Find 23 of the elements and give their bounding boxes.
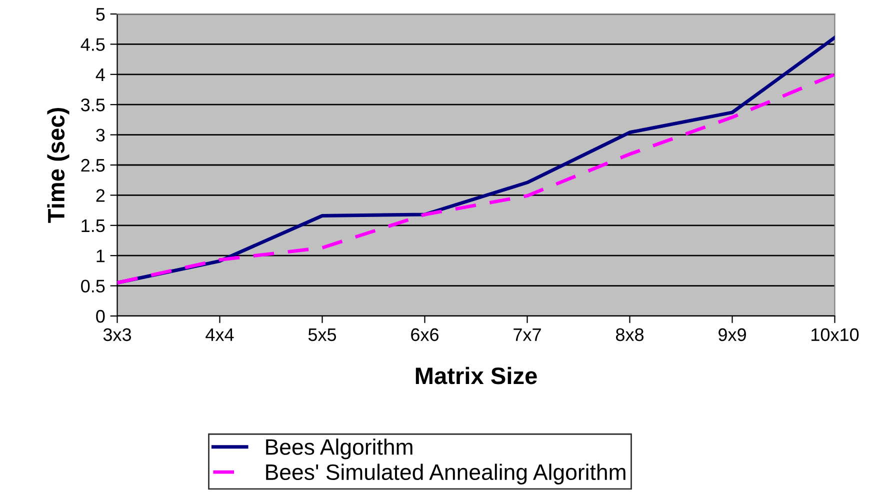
x-tick-label: 5x5: [308, 328, 336, 342]
x-tick-label: 3x3: [103, 328, 132, 342]
x-tick-label: 9x9: [718, 328, 746, 342]
x-tick-label: 6x6: [411, 328, 439, 342]
x-tick-label: 8x8: [616, 328, 644, 342]
y-tick-label: 2: [96, 189, 105, 202]
y-axis-title: Time (sec): [47, 108, 70, 223]
legend-label: Bees' Simulated Annealing Algorithm: [266, 464, 626, 484]
y-tick-label: 3.5: [81, 98, 105, 112]
x-tick-label: 7x7: [514, 328, 541, 341]
y-tick-label: 2.5: [81, 158, 105, 172]
y-tick-label: 1: [96, 250, 105, 262]
x-tick-label: 10x10: [812, 328, 859, 342]
y-tick-label: 5: [96, 8, 105, 21]
x-tick-label: 4x4: [206, 328, 234, 341]
y-tick-label: 4: [96, 68, 105, 81]
y-tick-label: 1.5: [82, 220, 105, 232]
y-tick-label: 3: [96, 128, 105, 142]
y-tick-label: 4.5: [80, 38, 105, 51]
y-tick-label: 0: [96, 310, 105, 323]
x-axis-title: Matrix Size: [416, 366, 537, 384]
legend-label: Bees Algorithm: [266, 438, 412, 460]
y-tick-label: 0.5: [81, 280, 105, 293]
